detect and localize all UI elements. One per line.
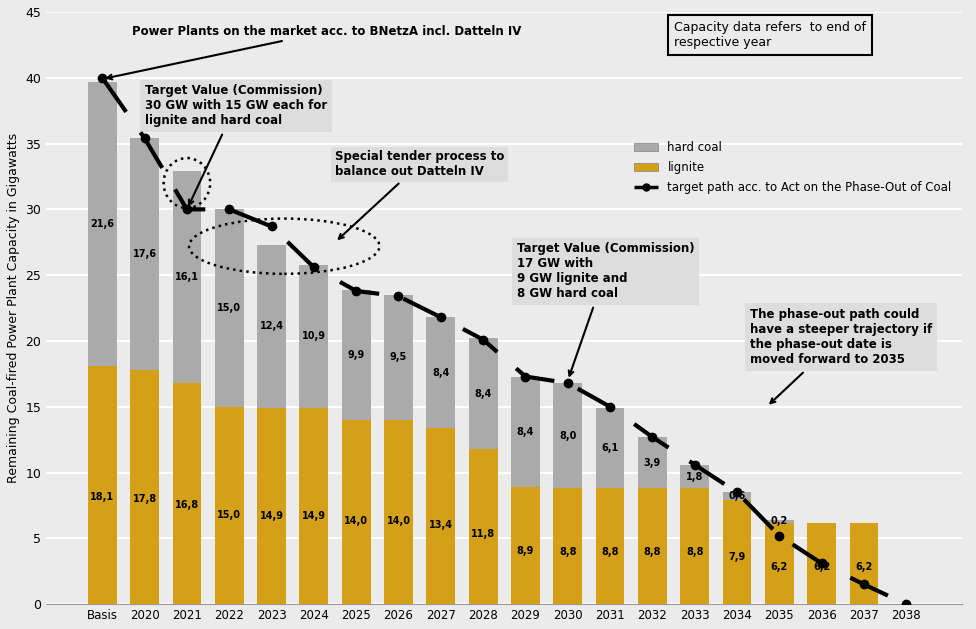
Y-axis label: Remaining Coal-fired Power Plant Capacity in Gigawatts: Remaining Coal-fired Power Plant Capacit… [7, 133, 20, 483]
Text: 6,1: 6,1 [601, 443, 619, 454]
Text: 12,4: 12,4 [260, 321, 284, 331]
Text: 8,8: 8,8 [686, 547, 704, 557]
Text: 14,9: 14,9 [260, 511, 284, 521]
Bar [722, 500, 752, 604]
Bar [638, 488, 667, 604]
Text: 16,1: 16,1 [175, 272, 199, 282]
Bar [385, 295, 413, 420]
Text: 0,2: 0,2 [771, 516, 788, 526]
Text: 9,5: 9,5 [389, 352, 407, 362]
Bar [553, 488, 582, 604]
Bar [342, 289, 371, 420]
Text: 13,4: 13,4 [428, 520, 453, 530]
Text: 15,0: 15,0 [218, 303, 241, 313]
Text: 3,9: 3,9 [644, 458, 661, 468]
Text: Power Plants on the market acc. to BNetzA incl. Datteln IV: Power Plants on the market acc. to BNetz… [107, 25, 521, 79]
Bar [765, 520, 793, 523]
Text: 17,8: 17,8 [133, 494, 156, 504]
Bar [215, 209, 244, 407]
Text: 10,9: 10,9 [302, 331, 326, 342]
Bar [427, 317, 455, 428]
Text: 14,9: 14,9 [302, 511, 326, 521]
Text: 6,2: 6,2 [813, 562, 831, 572]
Text: 8,9: 8,9 [516, 547, 534, 557]
Text: 8,8: 8,8 [601, 547, 619, 557]
Text: 16,8: 16,8 [175, 499, 199, 509]
Text: 9,9: 9,9 [347, 350, 365, 360]
Bar [468, 338, 498, 449]
Text: 11,8: 11,8 [471, 530, 495, 539]
Text: 8,0: 8,0 [559, 431, 577, 441]
Bar [595, 408, 625, 488]
Bar [215, 407, 244, 604]
Bar [468, 449, 498, 604]
Text: 8,4: 8,4 [432, 367, 450, 377]
Text: 8,8: 8,8 [643, 547, 661, 557]
Text: Target Value (Commission)
30 GW with 15 GW each for
lignite and hard coal: Target Value (Commission) 30 GW with 15 … [144, 84, 327, 205]
Text: 14,0: 14,0 [345, 516, 368, 526]
Text: The phase-out path could
have a steeper trajectory if
the phase-out date is
move: The phase-out path could have a steeper … [750, 308, 932, 403]
Text: 18,1: 18,1 [90, 492, 114, 502]
Text: 8,4: 8,4 [516, 427, 534, 437]
Bar [342, 420, 371, 604]
Bar [722, 493, 752, 500]
Text: Special tender process to
balance out Datteln IV: Special tender process to balance out Da… [335, 150, 505, 239]
Text: 21,6: 21,6 [90, 219, 114, 229]
Text: 6,2: 6,2 [771, 562, 788, 572]
Bar [638, 437, 667, 488]
Bar [257, 245, 286, 408]
Bar [130, 138, 159, 370]
Bar [300, 265, 328, 408]
Bar [511, 377, 540, 487]
Text: 6,2: 6,2 [855, 562, 873, 572]
Text: 1,8: 1,8 [686, 472, 704, 482]
Bar [680, 465, 710, 488]
Text: 8,4: 8,4 [474, 389, 492, 399]
Bar [807, 523, 836, 604]
Text: 14,0: 14,0 [386, 516, 411, 526]
Text: 8,8: 8,8 [559, 547, 577, 557]
Bar [427, 428, 455, 604]
Text: Capacity data refers  to end of
respective year: Capacity data refers to end of respectiv… [673, 21, 866, 49]
Bar [173, 383, 201, 604]
Bar [130, 370, 159, 604]
Bar [765, 523, 793, 604]
Text: 0,6: 0,6 [728, 491, 746, 501]
Bar [553, 383, 582, 488]
Bar [300, 408, 328, 604]
Bar [173, 171, 201, 383]
Text: 15,0: 15,0 [218, 510, 241, 520]
Legend: hard coal, lignite, target path acc. to Act on the Phase-Out of Coal: hard coal, lignite, target path acc. to … [630, 136, 956, 199]
Text: 7,9: 7,9 [728, 552, 746, 562]
Bar [257, 408, 286, 604]
Bar [595, 488, 625, 604]
Bar [680, 488, 710, 604]
Bar [88, 82, 117, 366]
Text: Target Value (Commission)
17 GW with
9 GW lignite and
8 GW hard coal: Target Value (Commission) 17 GW with 9 G… [517, 242, 695, 376]
Bar [850, 523, 878, 604]
Bar [88, 366, 117, 604]
Text: 17,6: 17,6 [133, 249, 156, 259]
Bar [511, 487, 540, 604]
Bar [385, 420, 413, 604]
